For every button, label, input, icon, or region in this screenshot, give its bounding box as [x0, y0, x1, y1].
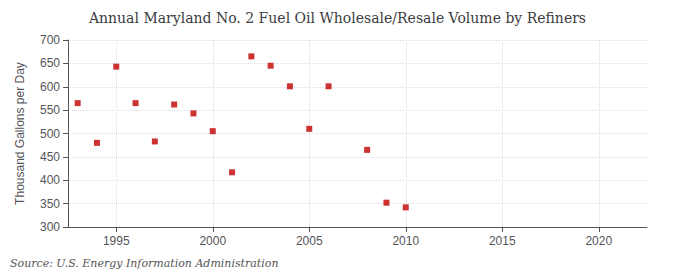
svg-text:2010: 2010 — [392, 234, 419, 248]
svg-text:Thousand Gallons per Day: Thousand Gallons per Day — [13, 62, 27, 205]
svg-text:500: 500 — [40, 127, 60, 141]
svg-text:1995: 1995 — [103, 234, 130, 248]
svg-text:2005: 2005 — [296, 234, 323, 248]
svg-text:400: 400 — [40, 173, 60, 187]
svg-text:2020: 2020 — [585, 234, 612, 248]
svg-text:550: 550 — [40, 103, 60, 117]
svg-text:600: 600 — [40, 80, 60, 94]
svg-text:650: 650 — [40, 56, 60, 70]
svg-text:Source: U.S. Energy Informatio: Source: U.S. Energy Information Administ… — [10, 257, 278, 270]
svg-text:350: 350 — [40, 197, 60, 211]
svg-text:Annual Maryland No. 2 Fuel Oil: Annual Maryland No. 2 Fuel Oil Wholesale… — [88, 10, 586, 26]
svg-text:450: 450 — [40, 150, 60, 164]
svg-text:2015: 2015 — [489, 234, 516, 248]
svg-text:2000: 2000 — [199, 234, 226, 248]
svg-text:300: 300 — [40, 220, 60, 234]
svg-text:700: 700 — [40, 33, 60, 47]
